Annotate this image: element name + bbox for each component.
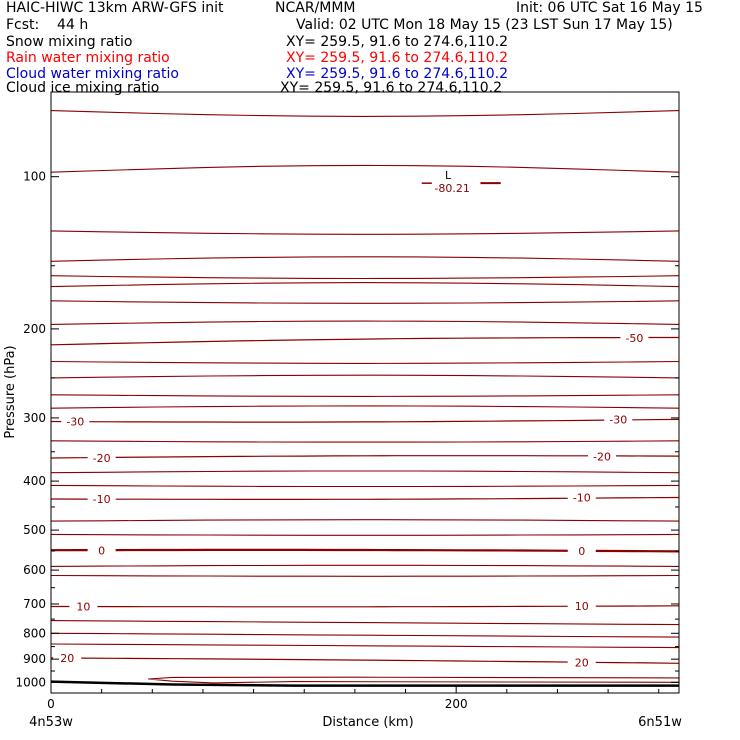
contour-label-bg (567, 544, 596, 559)
contour-label-bg (567, 655, 596, 670)
contour-line (50, 256, 680, 262)
contour-line (50, 360, 680, 364)
contour-label: -30 (609, 414, 627, 427)
contour-line--20 (50, 455, 680, 459)
contour-line (50, 533, 680, 536)
contour-label-bg (588, 449, 617, 464)
contour-line (50, 282, 680, 288)
contour-line--30 (50, 418, 680, 423)
contour-label: -20 (593, 450, 611, 463)
contour-line (50, 394, 680, 397)
field-name-snow: Snow mixing ratio (6, 34, 133, 50)
y-tick-label: 400 (23, 474, 46, 488)
contour-label-bg (87, 543, 116, 558)
contour-label: -50 (625, 332, 643, 345)
contour-line (50, 564, 680, 567)
field-name-cloud-water: Cloud water mixing ratio (6, 66, 179, 82)
y-tick-label: 300 (23, 411, 46, 425)
ground-surface-line (50, 680, 679, 687)
contour-line (50, 230, 680, 235)
contour-label: -10 (93, 493, 111, 506)
contour-label-bg (61, 414, 90, 429)
contour-label: 20 (60, 652, 74, 665)
contour-line (50, 484, 680, 488)
low-center-letter: L (445, 169, 452, 182)
valid-time: Valid: 02 UTC Mon 18 May 15 (23 LST Sun … (296, 17, 673, 33)
y-tick-label: 700 (23, 597, 46, 611)
x-axis-label: Distance (km) (322, 715, 413, 730)
contour-line (50, 320, 680, 325)
y-tick-label: 200 (23, 322, 46, 336)
contour-label: 10 (575, 600, 589, 613)
contour-label: -20 (93, 452, 111, 465)
forecast-hour: Fcst: 44 h (6, 17, 89, 33)
contour-line-surface (148, 676, 680, 684)
plot-frame (50, 91, 680, 694)
y-tick-label: 1000 (15, 675, 46, 689)
contour-label-bg (53, 651, 82, 666)
contour-label-bg (604, 412, 633, 427)
contour-label: 0 (98, 544, 105, 557)
contour-line (50, 300, 680, 304)
y-tick-label: 800 (23, 626, 46, 640)
contour-line (50, 405, 680, 409)
contour-label: -30 (66, 415, 84, 428)
contour-line (50, 275, 680, 280)
y-tick-label: 900 (23, 652, 46, 666)
org-label: NCAR/MMM (275, 0, 356, 16)
field-xy-snow: XY= 259.5, 91.6 to 274.6,110.2 (286, 34, 509, 50)
contour-label: 0 (578, 545, 585, 558)
contour-label: 20 (575, 656, 589, 669)
contour-line--50 (50, 336, 679, 346)
contour-line (50, 164, 680, 173)
y-tick-label: 600 (23, 563, 46, 577)
contour-label-bg (87, 491, 116, 506)
y-tick-label: 500 (23, 523, 46, 537)
contour-label-bg (567, 490, 596, 505)
contour-line (50, 440, 680, 443)
field-name-rain: Rain water mixing ratio (6, 50, 170, 66)
contour-label-bg (87, 450, 116, 465)
contour-label-bg (567, 598, 596, 613)
y-axis-label: Pressure (hPa) (3, 345, 18, 438)
x-tick-label: 0 (47, 697, 55, 711)
low-center-value: -80.21 (434, 182, 469, 195)
contour-line (50, 574, 680, 577)
model-title: HAIC-HIWC 13km ARW-GFS init (6, 0, 224, 16)
contour-layer: -50 -30 -30 -20 -20 -10 -10 0 0 10 10 20 20 L-80.21 (50, 110, 680, 687)
field-xy-cloud-water: XY= 259.5, 91.6 to 274.6,110.2 (286, 66, 509, 82)
contour-line (50, 374, 680, 379)
y-tick-label: 100 (23, 170, 46, 184)
field-xy-rain: XY= 259.5, 91.6 to 274.6,110.2 (286, 50, 509, 66)
x-tick-label: 200 (445, 697, 468, 711)
contour-label-bg (69, 599, 98, 614)
x-left-endpoint: 4n53w (29, 715, 73, 730)
x-right-endpoint: 6n51w (638, 715, 682, 730)
contour-line (50, 620, 680, 626)
contour-line (50, 519, 680, 522)
contour-label-bg (620, 331, 649, 346)
contour-line (50, 632, 680, 638)
contour-line (50, 643, 680, 649)
contour-label: -10 (573, 492, 591, 505)
contour-label: 10 (76, 600, 90, 613)
init-time: Init: 06 UTC Sat 16 May 15 (516, 0, 703, 16)
contour-line (50, 470, 680, 474)
contour-line (50, 110, 680, 117)
